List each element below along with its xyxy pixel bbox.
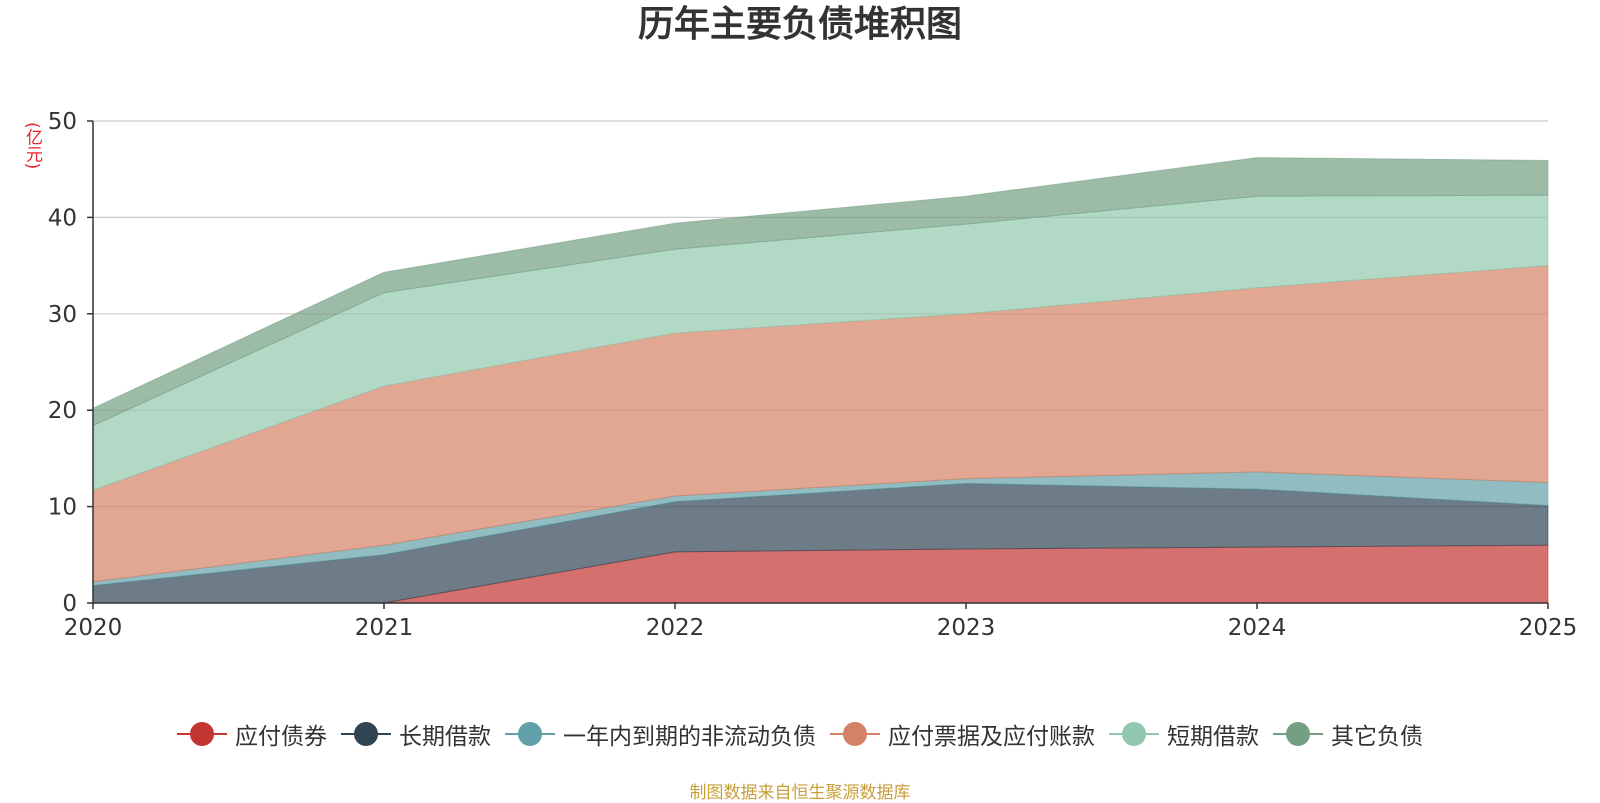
- legend-marker-icon: [505, 722, 555, 746]
- y-tick-label: 30: [48, 302, 77, 328]
- y-axis-unit-label: (亿元): [22, 122, 42, 170]
- area-series-5[interactable]: [92, 157, 1549, 427]
- y-tick-label: 20: [48, 398, 77, 424]
- legend-item-1[interactable]: 长期借款: [341, 717, 491, 751]
- legend-label: 一年内到期的非流动负债: [563, 724, 816, 750]
- legend-label: 长期借款: [399, 724, 491, 750]
- legend-label: 应付债券: [235, 724, 327, 750]
- x-tick-label: 2022: [646, 615, 705, 641]
- y-tick-label: 0: [62, 591, 77, 617]
- legend-marker-icon: [1273, 722, 1323, 746]
- legend-label: 应付票据及应付账款: [888, 724, 1095, 750]
- legend-item-4[interactable]: 短期借款: [1109, 717, 1259, 751]
- legend-marker-icon: [1109, 722, 1159, 746]
- legend-item-2[interactable]: 一年内到期的非流动负债: [505, 717, 816, 751]
- x-tick-label: 2023: [937, 615, 996, 641]
- legend-label: 短期借款: [1167, 724, 1259, 750]
- stacked-areas: [92, 157, 1549, 604]
- x-tick-label: 2021: [355, 615, 414, 641]
- x-tick-label: 2025: [1519, 615, 1578, 641]
- legend-marker-icon: [830, 722, 880, 746]
- legend-marker-icon: [341, 722, 391, 746]
- chart-title: 历年主要负债堆积图: [637, 4, 962, 45]
- y-tick-label: 10: [48, 495, 77, 521]
- legend-item-3[interactable]: 应付票据及应付账款: [830, 717, 1095, 751]
- x-tick-labels: 2020 2021 2022 2023 2024 2025: [64, 615, 1578, 641]
- legend-item-5[interactable]: 其它负债: [1273, 717, 1423, 751]
- legend-marker-icon: [177, 722, 227, 746]
- y-tick-labels: 0 10 20 30 40 50: [48, 109, 77, 617]
- source-note: 制图数据来自恒生聚源数据库: [689, 783, 911, 803]
- legend: 应付债券 长期借款 一年内到期的非流动负债 应付票据及应付账款 短期借款 其它负债: [0, 717, 1600, 751]
- axes: [87, 120, 1549, 609]
- legend-item-0[interactable]: 应付债券: [177, 717, 327, 751]
- x-tick-label: 2020: [64, 615, 123, 641]
- x-tick-label: 2024: [1228, 615, 1287, 641]
- legend-label: 其它负债: [1331, 724, 1423, 750]
- y-tick-label: 50: [48, 109, 77, 135]
- y-tick-label: 40: [48, 205, 77, 231]
